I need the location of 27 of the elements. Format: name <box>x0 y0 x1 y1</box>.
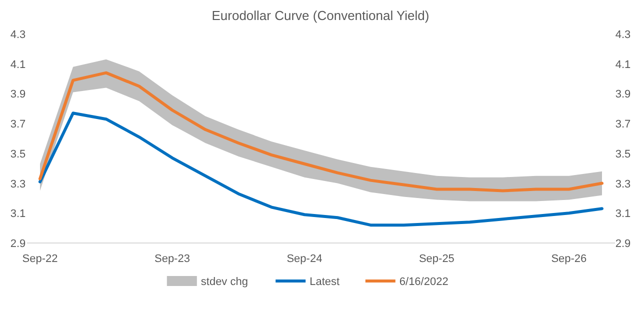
line-series <box>38 71 604 192</box>
y2-tick-label: 3.1 <box>615 208 631 220</box>
x-tick-label: Sep-25 <box>418 253 454 265</box>
y2-tick-label: 4.3 <box>615 29 631 41</box>
y-tick-label: 3.9 <box>10 88 26 101</box>
y2-tick-label: 2.9 <box>615 238 631 250</box>
y2-tick-label: 3.9 <box>615 88 631 101</box>
y2-tick-label: 3.7 <box>615 118 631 131</box>
y-tick-label: 4.3 <box>10 29 26 41</box>
y2-tick-label: 3.5 <box>615 148 631 160</box>
y2-tick-label: 4.1 <box>615 58 631 71</box>
legend-label: 6/16/2022 <box>399 276 448 288</box>
x-tick-label: Sep-24 <box>286 253 322 265</box>
y-tick-label: 3.5 <box>10 148 26 160</box>
x-tick-label: Sep-23 <box>154 253 190 265</box>
y2-tick-label: 3.3 <box>615 178 631 190</box>
y-tick-label: 4.1 <box>10 58 26 71</box>
y-tick-label: 2.9 <box>10 238 26 250</box>
y-tick-label: 3.3 <box>10 178 26 190</box>
x-tick-label: Sep-22 <box>22 253 58 265</box>
x-tick-label: Sep-26 <box>551 253 587 265</box>
text: stdev chg <box>200 276 248 288</box>
y-tick-label: 3.1 <box>10 208 26 220</box>
line-series <box>38 112 604 227</box>
legend-label: Latest <box>310 276 340 288</box>
y-tick-label: 3.7 <box>10 118 26 131</box>
chart-title: Eurodollar Curve (Conventional Yield) <box>212 8 430 23</box>
